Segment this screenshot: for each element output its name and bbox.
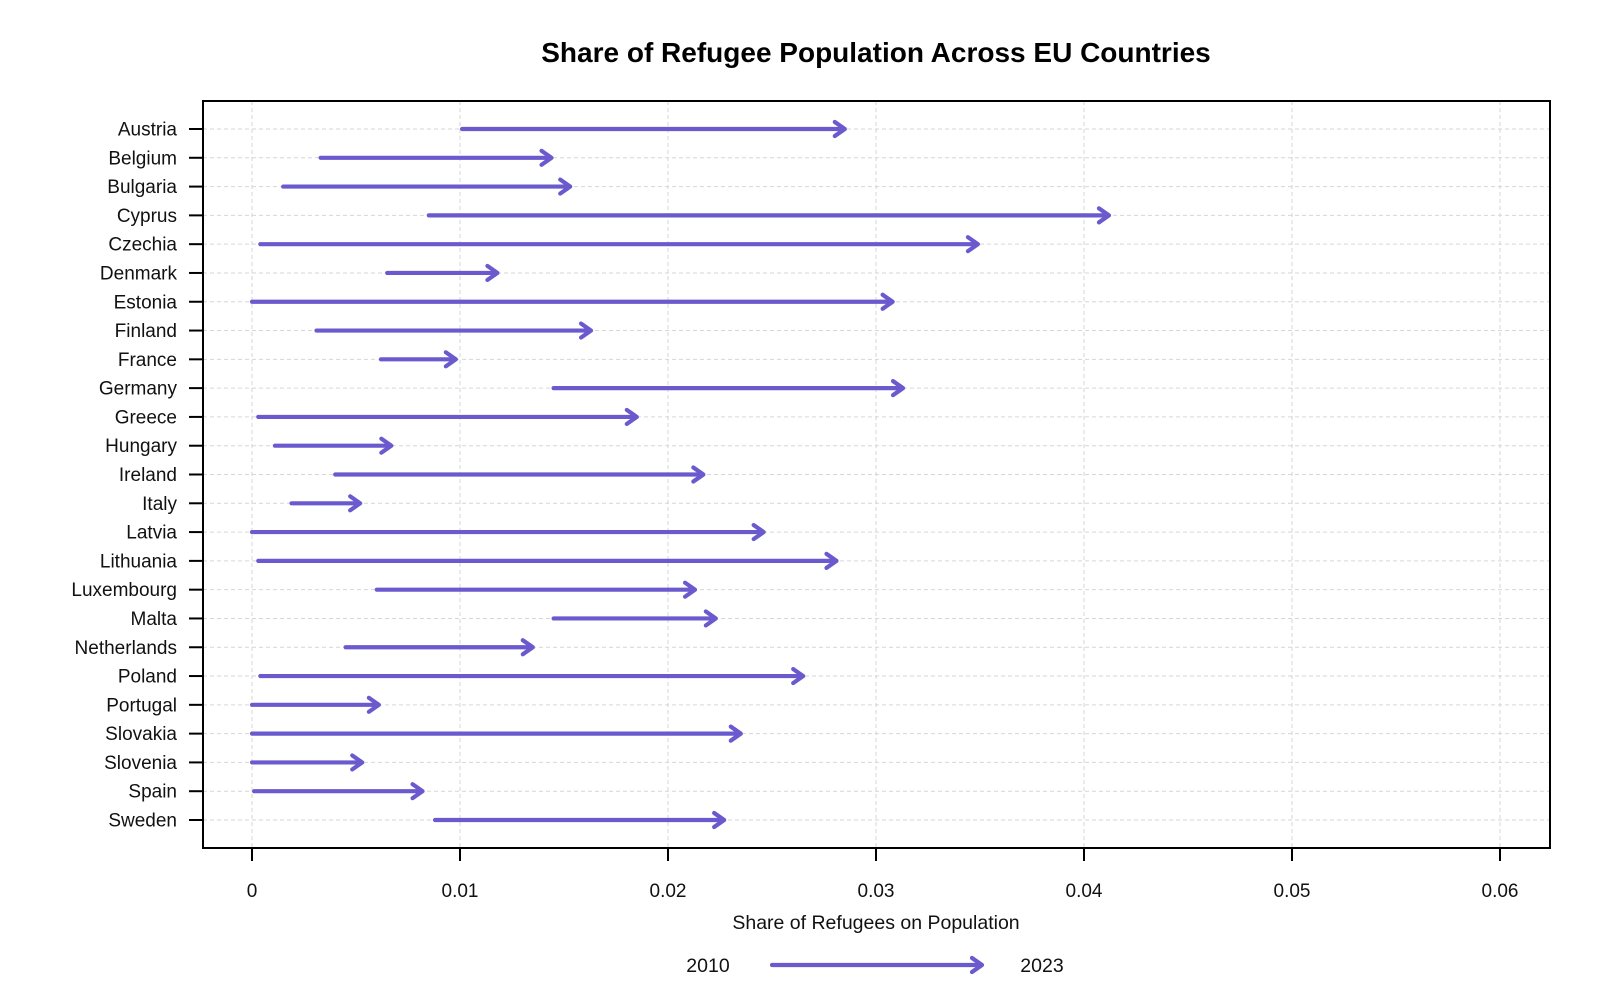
y-tick-label: Estonia [114, 292, 178, 313]
y-axis: Austria Belgium Bulgaria Cyprus Czechia Denma… [71, 120, 203, 832]
data-arrow [551, 379, 906, 398]
data-arrow [256, 551, 839, 570]
y-tick-label: Hungary [105, 436, 177, 457]
data-arrow [249, 753, 365, 772]
data-arrow [281, 177, 573, 196]
y-tick-label: Sweden [108, 811, 177, 832]
data-arrow [551, 609, 718, 628]
arrow-head [703, 609, 718, 628]
data-arrow [256, 407, 639, 427]
arrow-head [520, 638, 535, 657]
chart-title: Share of Refugee Population Across EU Co… [541, 37, 1211, 68]
data-arrow [258, 235, 981, 254]
data-arrow [251, 782, 425, 801]
arrow-head [832, 119, 847, 139]
arrow-head [728, 724, 743, 743]
data-arrow [432, 810, 727, 830]
y-tick-label: Greece [115, 407, 177, 428]
data-arrow [378, 350, 458, 369]
x-tick-label: 0.03 [858, 881, 895, 902]
arrow-head [890, 379, 906, 398]
arrow-head [682, 580, 698, 599]
legend: 2010 2023 [686, 955, 1063, 977]
arrow-head [410, 782, 425, 801]
x-tick-label: 0.01 [442, 881, 479, 902]
arrow-head [348, 494, 363, 513]
arrow-head [751, 522, 766, 542]
data-arrow [385, 263, 500, 283]
arrow-head [691, 465, 706, 484]
legend-arrow-mark [769, 955, 985, 975]
y-tick-label: Portugal [106, 695, 177, 716]
arrow-head [624, 407, 639, 427]
y-tick-label: Italy [142, 494, 177, 515]
arrow-head [969, 955, 985, 975]
x-axis: 0 0.01 0.02 0.03 0.04 0.05 0.06 [247, 848, 1519, 902]
data-arrow [289, 494, 363, 513]
y-tick-label: Poland [118, 667, 177, 688]
data-arrow [374, 580, 698, 599]
arrow-head [578, 321, 594, 340]
data-arrow [249, 724, 743, 743]
x-tick-label: 0.05 [1274, 881, 1311, 902]
y-tick-label: Netherlands [75, 638, 177, 659]
arrow-head [379, 436, 394, 455]
arrow-head [443, 350, 458, 369]
arrow-head [880, 292, 895, 311]
legend-from-label: 2010 [686, 955, 730, 977]
x-tick-label: 0.04 [1066, 881, 1103, 902]
data-arrow [343, 638, 535, 657]
arrow-head [824, 551, 839, 570]
y-tick-label: Cyprus [117, 206, 177, 227]
y-tick-label: Spain [128, 782, 177, 803]
data-arrow [249, 522, 766, 542]
y-tick-label: Austria [118, 120, 178, 141]
data-arrow [318, 148, 554, 167]
x-axis-label: Share of Refugees on Population [732, 912, 1019, 934]
y-tick-label: Slovakia [105, 724, 177, 745]
y-tick-label: Luxembourg [71, 580, 177, 601]
x-tick-label: 0.02 [650, 881, 687, 902]
y-tick-label: Lithuania [100, 551, 178, 572]
legend-to-label: 2023 [1020, 955, 1063, 977]
y-tick-label: Bulgaria [107, 177, 177, 198]
data-arrow [314, 321, 594, 340]
arrows [249, 119, 1112, 830]
arrow-head [485, 263, 500, 283]
data-arrow [333, 465, 706, 484]
y-tick-label: Latvia [126, 523, 177, 544]
data-arrow [249, 292, 895, 311]
y-tick-label: Denmark [100, 263, 178, 284]
data-arrow [258, 666, 806, 686]
y-tick-label: France [118, 350, 177, 371]
arrow-head [965, 235, 981, 254]
arrow-head [539, 148, 554, 167]
y-tick-label: Slovenia [104, 753, 177, 774]
arrow-head [366, 695, 381, 714]
y-tick-label: Malta [131, 609, 178, 630]
y-tick-label: Czechia [108, 235, 177, 256]
arrow-head [712, 810, 727, 830]
arrow-head [350, 753, 365, 772]
arrow-head [791, 666, 806, 686]
x-tick-label: 0 [247, 881, 258, 902]
y-tick-label: Finland [115, 321, 177, 342]
x-tick-label: 0.06 [1482, 881, 1519, 902]
arrow-head [1096, 206, 1112, 225]
data-arrow [249, 695, 381, 714]
legend-arrow [769, 955, 985, 975]
y-tick-label: Germany [99, 379, 178, 400]
data-arrow [426, 206, 1112, 225]
arrow-head [558, 177, 573, 196]
data-arrow [459, 119, 847, 139]
y-tick-label: Ireland [119, 465, 177, 486]
y-tick-label: Belgium [108, 148, 177, 169]
data-arrow [272, 436, 394, 455]
